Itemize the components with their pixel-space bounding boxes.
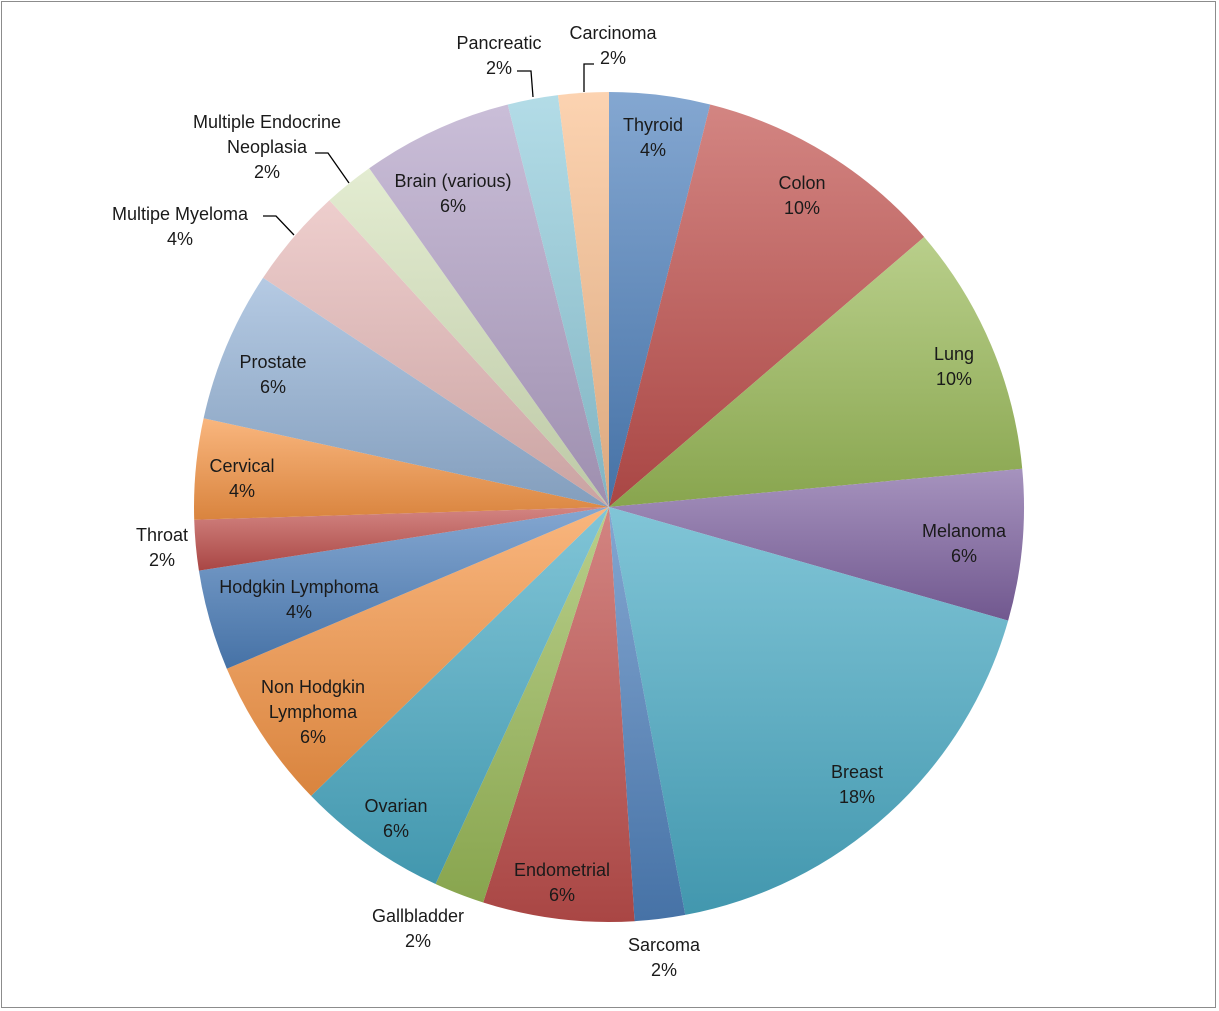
data-label-gallbladder: Gallbladder 2% [372, 906, 464, 951]
slice-carcinoma[interactable] [558, 92, 609, 507]
slice-lung[interactable] [609, 236, 1023, 508]
data-label-non-hodgkin-lymphoma: Non Hodgkin Lymphoma 6% [261, 677, 365, 747]
slice-brain-various[interactable] [369, 104, 609, 507]
slice-multiple-endocrine-neoplasia[interactable] [329, 168, 609, 507]
slice-thyroid[interactable] [609, 92, 711, 507]
slice-layer [194, 92, 1025, 922]
data-label-breast: Breast 18% [831, 762, 883, 807]
data-label-multiple-endocrine-neoplasia: Multiple Endocrine Neoplasia 2% [193, 112, 341, 182]
slice-sarcoma[interactable] [609, 507, 686, 922]
slice-melanoma[interactable] [609, 468, 1025, 621]
leader-line-pancreatic [517, 70, 534, 98]
data-label-hodgkin-lymphoma: Hodgkin Lymphoma 4% [219, 577, 379, 622]
leader-line-multiple-endocrine-neoplasia [315, 152, 350, 184]
slice-endometrial[interactable] [483, 507, 635, 922]
data-label-colon: Colon 10% [778, 173, 825, 218]
data-label-prostate: Prostate 6% [239, 352, 306, 397]
leader-line-carcinoma [583, 63, 594, 92]
leader-line-multipe-myeloma [263, 215, 295, 236]
slice-ovarian[interactable] [311, 507, 609, 885]
slice-pancreatic[interactable] [507, 95, 609, 508]
label-layer: Thyroid 4% Colon 10% Lung 10% Melanoma 6% Breast… [112, 23, 1007, 980]
data-label-melanoma: Melanoma 6% [922, 521, 1007, 566]
slice-gallbladder[interactable] [435, 507, 609, 903]
slice-hodgkin-lymphoma[interactable] [198, 507, 609, 669]
data-label-sarcoma: Sarcoma 2% [628, 935, 701, 980]
leader-layer [263, 63, 594, 236]
slice-non-hodgkin-lymphoma[interactable] [226, 507, 609, 796]
data-label-throat: Throat 2% [136, 525, 188, 570]
slice-throat[interactable] [194, 507, 609, 571]
slice-multipe-myeloma[interactable] [263, 200, 609, 507]
data-label-ovarian: Ovarian 6% [364, 796, 427, 841]
slice-breast[interactable] [609, 507, 1009, 915]
data-label-brain-various: Brain (various) 6% [394, 171, 511, 216]
data-label-carcinoma: Carcinoma 2% [569, 23, 657, 68]
data-label-endometrial: Endometrial 6% [514, 860, 610, 905]
data-label-cervical: Cervical 4% [209, 456, 274, 501]
slice-colon[interactable] [609, 104, 925, 507]
slice-prostate[interactable] [203, 277, 610, 507]
data-label-pancreatic: Pancreatic 2% [456, 33, 541, 78]
data-label-multipe-myeloma: Multipe Myeloma 4% [112, 204, 249, 249]
slice-cervical[interactable] [194, 418, 609, 520]
data-label-lung: Lung 10% [934, 344, 974, 389]
data-label-thyroid: Thyroid 4% [623, 115, 683, 160]
